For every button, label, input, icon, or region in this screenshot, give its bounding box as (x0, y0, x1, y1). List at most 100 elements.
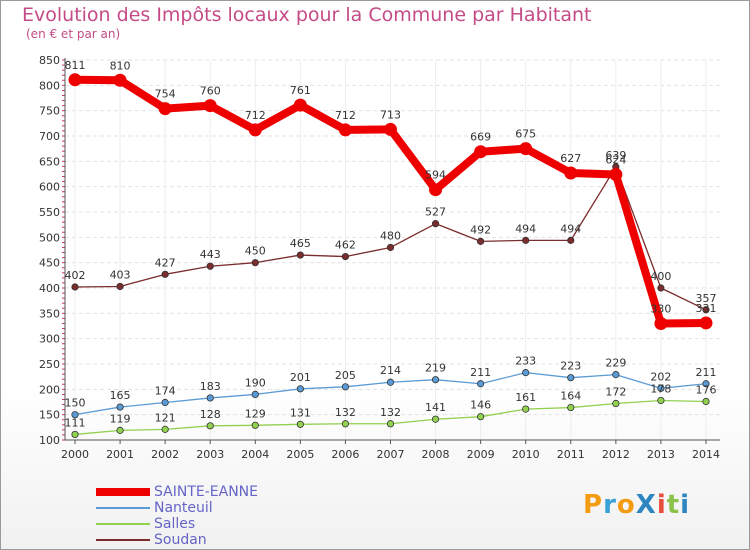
legend-label: Salles (154, 516, 196, 532)
data-point (206, 394, 214, 402)
data-point (522, 236, 530, 244)
legend-label: Nanteuil (154, 500, 213, 516)
data-point (699, 316, 713, 330)
data-point (386, 243, 395, 252)
data-label: 201 (290, 371, 311, 384)
data-label: 811 (65, 59, 86, 72)
data-label: 492 (470, 223, 491, 236)
data-point (657, 384, 665, 392)
data-point (161, 270, 169, 278)
data-label: 119 (110, 412, 131, 425)
data-point (386, 420, 395, 428)
data-labels: 402 403 427 443 450 465 462 480 527 492 494 494 639 4… (65, 59, 717, 430)
data-label: 639 (605, 149, 626, 162)
data-label: 190 (245, 376, 266, 389)
data-label: 111 (65, 416, 86, 429)
x-tick-label: 2002 (151, 448, 179, 461)
x-tick-label: 2012 (602, 448, 630, 461)
data-point (71, 430, 79, 439)
data-point (609, 168, 623, 182)
y-tick-label: 450 (39, 257, 60, 270)
data-label: 357 (695, 292, 716, 305)
logo-letter: o (616, 490, 636, 520)
data-point (338, 123, 352, 137)
data-label: 223 (560, 360, 581, 373)
chart-title: Evolution des Impôts locaux pour la Comm… (22, 4, 592, 26)
x-tick-label: 2013 (647, 448, 675, 461)
y-tick-label: 550 (39, 206, 60, 219)
y-tick-label: 850 (39, 54, 60, 67)
legend-label: SAINTE-EANNE (154, 484, 258, 500)
x-tick-label: 2007 (376, 448, 404, 461)
y-tick-label: 100 (39, 434, 60, 447)
data-point (161, 425, 169, 433)
logo-letter: r (603, 490, 617, 520)
data-point (702, 306, 710, 314)
data-label: 174 (155, 385, 176, 398)
data-point (296, 251, 304, 259)
data-label: 712 (335, 109, 356, 122)
data-label: 627 (560, 152, 581, 165)
data-label: 494 (515, 222, 536, 235)
data-point (522, 369, 530, 377)
y-tick-label: 400 (39, 282, 60, 295)
axes: 100 150 200 250 300 350 400 450 500 550 600 650 700 7… (39, 54, 720, 461)
data-point (296, 420, 304, 428)
data-label: 480 (380, 229, 401, 242)
data-label: 165 (110, 389, 131, 402)
x-tick-label: 2000 (61, 448, 89, 461)
y-tick-label: 150 (39, 409, 60, 422)
data-label: 760 (200, 85, 221, 98)
series-layer (68, 73, 713, 439)
data-point (158, 102, 172, 116)
data-point (161, 398, 169, 407)
data-point (341, 420, 350, 428)
data-label: 219 (425, 362, 446, 375)
data-label: 713 (380, 108, 401, 121)
data-point (206, 262, 214, 270)
y-tick-label: 750 (39, 105, 60, 118)
x-tick-label: 2009 (467, 448, 495, 461)
data-point (519, 142, 533, 156)
data-point (251, 390, 259, 398)
data-label: 669 (470, 131, 491, 144)
data-label: 494 (560, 222, 581, 235)
series-salles (71, 396, 710, 439)
data-label: 761 (290, 84, 311, 97)
y-tick-label: 500 (39, 231, 60, 244)
chart-subtitle: (en € et par an) (26, 27, 121, 41)
data-point (612, 371, 620, 379)
data-point (71, 283, 79, 291)
data-label: 330 (650, 302, 671, 315)
data-point (293, 98, 307, 112)
data-label: 129 (245, 407, 266, 420)
data-label: 132 (335, 406, 356, 419)
data-point (429, 183, 443, 197)
data-label: 172 (605, 386, 626, 399)
y-tick-label: 350 (39, 307, 60, 320)
data-point (203, 99, 217, 113)
x-tick-label: 2010 (512, 448, 540, 461)
legend-swatch (96, 488, 150, 496)
data-point (477, 413, 485, 421)
data-point (702, 380, 710, 388)
data-point (116, 426, 124, 434)
data-label: 527 (425, 206, 446, 219)
y-tick-label: 250 (39, 358, 60, 371)
x-tick-label: 2008 (422, 448, 450, 461)
data-point (206, 422, 214, 430)
data-point (612, 399, 620, 408)
legend-swatch (96, 539, 150, 541)
data-label: 131 (290, 406, 311, 419)
y-tick-label: 600 (39, 181, 60, 194)
x-tick-label: 2003 (196, 448, 224, 461)
x-tick-label: 2004 (241, 448, 269, 461)
x-tick-label: 2011 (557, 448, 585, 461)
data-point (116, 403, 124, 411)
data-point (431, 376, 440, 384)
logo-letter: t (666, 490, 681, 520)
data-label: 624 (605, 154, 626, 167)
data-point (431, 415, 440, 423)
